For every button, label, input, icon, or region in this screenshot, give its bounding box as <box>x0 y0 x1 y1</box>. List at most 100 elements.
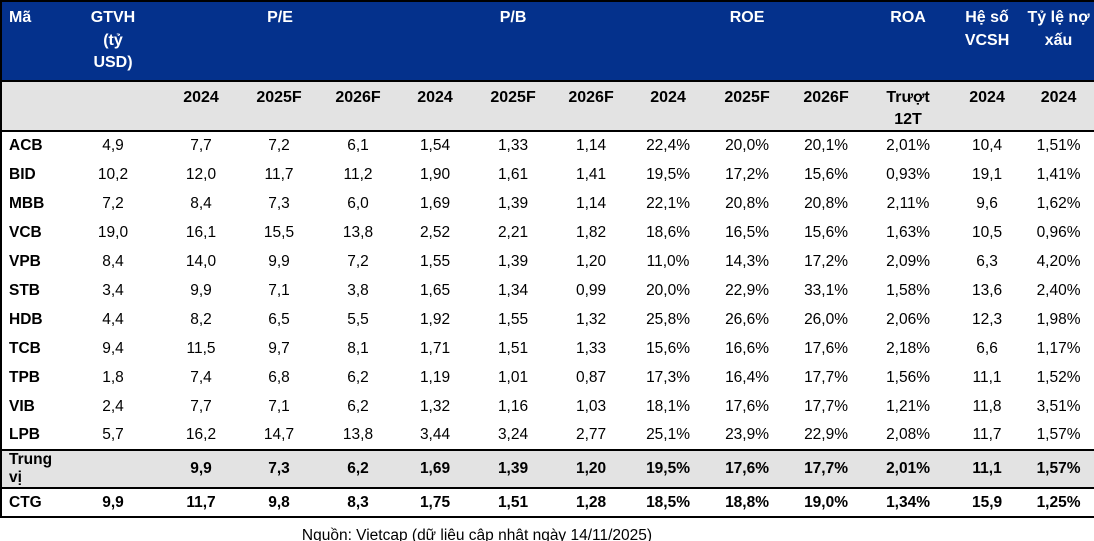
value-cell: 8,3 <box>347 493 369 511</box>
ticker-cell: CTG <box>9 493 42 511</box>
value-cell: 0,87 <box>575 368 607 386</box>
value-cell: 17,2% <box>725 165 770 183</box>
column-year-header: 2026F <box>319 81 398 133</box>
value-cell: 17,3% <box>646 368 691 386</box>
value-cell: 17,7% <box>804 460 849 478</box>
ticker-cell: TPB <box>9 368 40 386</box>
value-cell: 18,5% <box>646 493 691 511</box>
value-cell: 11,1 <box>972 460 1002 478</box>
value-cell: 11,7 <box>264 165 294 183</box>
value-cell: 8,2 <box>190 310 212 328</box>
column-year-header: 2026F <box>553 81 630 133</box>
value-cell: 1,33 <box>575 339 607 357</box>
value-cell: 19,0% <box>804 493 849 511</box>
ticker-cell: STB <box>9 281 40 299</box>
value-cell: 6,2 <box>347 397 369 415</box>
value-cell: 1,39 <box>497 252 529 270</box>
value-cell: 1,03 <box>575 397 607 415</box>
value-cell: 1,63% <box>886 223 931 241</box>
value-cell: 17,6% <box>804 339 849 357</box>
column-group-header: ROA <box>865 1 952 82</box>
value-cell: 9,4 <box>102 339 124 357</box>
value-cell: 2,77 <box>575 426 607 444</box>
value-cell: 1,8 <box>102 368 124 386</box>
value-cell: 8,1 <box>347 339 369 357</box>
value-cell: 6,0 <box>347 194 369 212</box>
value-cell: 22,1% <box>646 194 691 212</box>
value-cell: 11,2 <box>343 165 373 183</box>
value-cell: 12,3 <box>971 310 1003 328</box>
value-cell: 1,33 <box>497 137 529 155</box>
value-cell: 6,2 <box>347 460 369 478</box>
column-year-header: 2025F <box>239 81 319 133</box>
value-cell: 1,58% <box>886 281 931 299</box>
value-cell: 22,9% <box>804 426 849 444</box>
value-cell: 7,4 <box>190 368 212 386</box>
value-cell: 4,9 <box>102 137 124 155</box>
column-group-header: P/E <box>163 1 398 82</box>
value-cell: 19,5% <box>646 460 691 478</box>
column-year-header: 2024 <box>397 81 474 133</box>
value-cell: 15,6% <box>804 165 849 183</box>
table-row: MBB 7,2 8,4 7,3 6,0 1,69 1,39 1,14 22,1% 20,8% 20,… <box>1 189 1094 218</box>
value-cell: 2,01% <box>886 460 931 478</box>
value-cell: 2,01% <box>886 137 931 155</box>
table-header: Mã GTVH (tỷ USD) P/E P/B ROE ROA Hệ số VCSH Tỷ … <box>1 1 1094 133</box>
value-cell: 2,52 <box>419 223 451 241</box>
value-cell: 1,51 <box>497 339 529 357</box>
value-cell: 7,7 <box>190 137 212 155</box>
value-cell: 14,7 <box>263 426 295 444</box>
ticker-cell: BID <box>9 165 36 183</box>
ctg-row: CTG 9,9 11,7 9,8 8,3 1,75 1,51 1,28 18,5% 18,8% 19… <box>1 488 1094 517</box>
ticker-cell: VCB <box>9 223 42 241</box>
value-cell: 13,6 <box>971 281 1003 299</box>
value-cell: 14,0 <box>185 252 217 270</box>
value-cell: 10,4 <box>971 137 1003 155</box>
value-cell: 1,62% <box>1036 194 1081 212</box>
table-row: VIB 2,4 7,7 7,1 6,2 1,32 1,16 1,03 18,1% 17,6% 17,… <box>1 392 1094 421</box>
value-cell: 18,6% <box>646 223 691 241</box>
value-cell: 3,8 <box>347 281 369 299</box>
value-cell: 14,3% <box>725 252 770 270</box>
value-cell: 6,8 <box>268 368 290 386</box>
value-cell: 1,14 <box>575 194 607 212</box>
ticker-cell: TCB <box>9 339 41 357</box>
value-cell: 1,52% <box>1036 368 1081 386</box>
value-cell: 33,1% <box>804 281 849 299</box>
value-cell: 7,1 <box>268 281 290 299</box>
value-cell: 6,6 <box>976 339 998 357</box>
column-year-header <box>1 81 63 133</box>
value-cell: 18,1% <box>646 397 691 415</box>
value-cell: 1,41 <box>575 165 607 183</box>
value-cell: 1,01 <box>497 368 529 386</box>
value-cell: 26,6% <box>725 310 770 328</box>
value-cell: 9,9 <box>268 252 290 270</box>
value-cell: 7,3 <box>268 194 290 212</box>
header-group-row: Mã GTVH (tỷ USD) P/E P/B ROE ROA Hệ số VCSH Tỷ … <box>1 1 1094 82</box>
value-cell: 6,5 <box>268 310 290 328</box>
ticker-cell: VIB <box>9 397 35 415</box>
table-body: ACB 4,9 7,7 7,2 6,1 1,54 1,33 1,14 22,4% 20,0% 20,… <box>1 131 1094 517</box>
value-cell: 12,0 <box>185 165 217 183</box>
value-cell: 19,1 <box>971 165 1003 183</box>
column-group-header: GTVH (tỷ USD) <box>63 1 163 82</box>
value-cell: 18,8% <box>725 493 770 511</box>
value-cell: 15,6% <box>646 339 691 357</box>
table-row: BID 10,2 12,0 11,7 11,2 1,90 1,61 1,41 19,5% 17,2… <box>1 160 1094 189</box>
column-group-header: Mã <box>1 1 63 82</box>
value-cell: 13,8 <box>342 223 374 241</box>
table-row: TPB 1,8 7,4 6,8 6,2 1,19 1,01 0,87 17,3% 16,4% 17,… <box>1 363 1094 392</box>
value-cell: 0,99 <box>575 281 607 299</box>
value-cell: 2,18% <box>886 339 931 357</box>
value-cell: 8,4 <box>102 252 124 270</box>
ticker-cell: ACB <box>9 137 43 155</box>
value-cell: 1,19 <box>419 368 451 386</box>
value-cell: 1,71 <box>419 339 451 357</box>
value-cell: 0,93% <box>886 165 931 183</box>
value-cell: 2,11% <box>886 194 930 212</box>
value-cell: 3,4 <box>102 281 124 299</box>
value-cell: 1,14 <box>575 137 607 155</box>
value-cell: 11,7 <box>186 493 216 511</box>
value-cell: 20,8% <box>804 194 849 212</box>
column-group-header: P/B <box>397 1 630 82</box>
